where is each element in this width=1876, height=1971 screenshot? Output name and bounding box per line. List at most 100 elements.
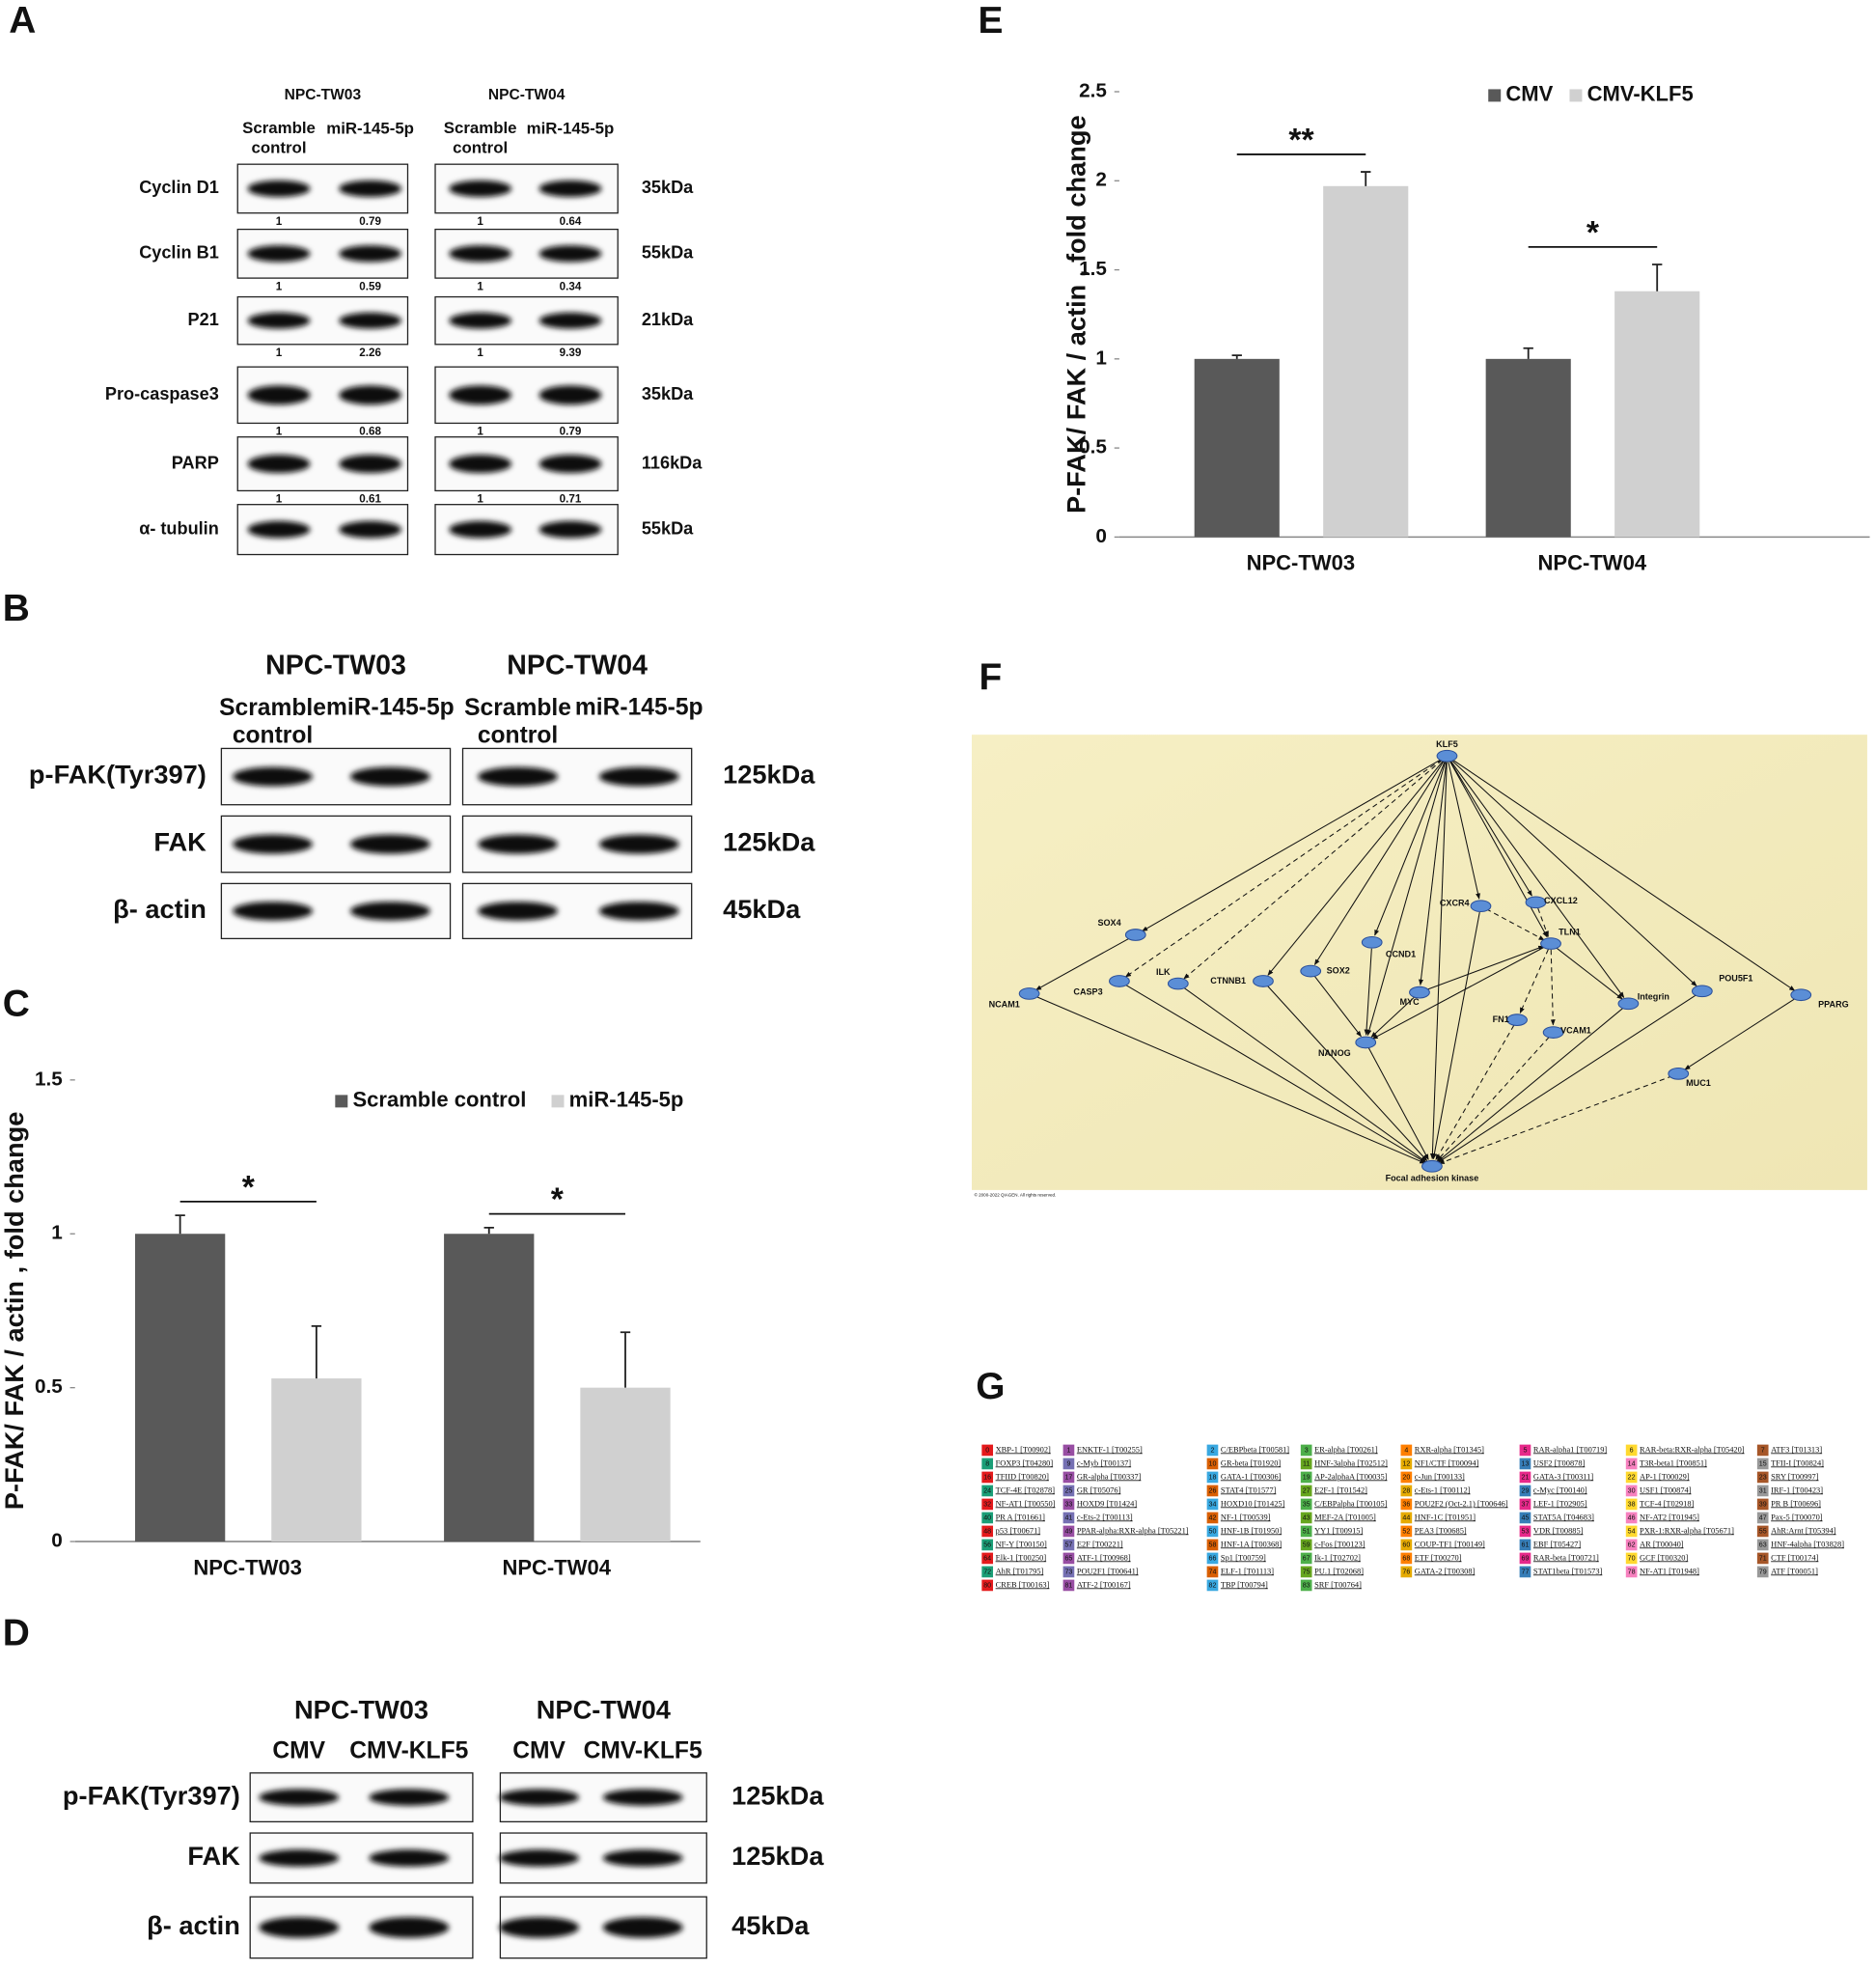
entry-swatch: [1062, 1566, 1075, 1578]
entry-name: HNF-3alpha [T02512]: [1314, 1457, 1388, 1467]
y-tick-label: 0.5: [35, 1375, 63, 1398]
entry-name: NF-Y [T00150]: [996, 1539, 1047, 1548]
entry-name: NF-AT1 [T01948]: [1640, 1566, 1699, 1575]
entry-number: 11: [1303, 1459, 1310, 1467]
node-label: CXCL12: [1544, 896, 1578, 905]
error-bar: [1361, 171, 1371, 186]
entry-number: 71: [1759, 1554, 1767, 1562]
entry-name: Sp1 [T00759]: [1221, 1552, 1266, 1562]
blot-band: [538, 180, 602, 198]
network-edge: [1141, 758, 1443, 932]
entry-number: 83: [1303, 1581, 1310, 1589]
entry-number: 56: [983, 1541, 991, 1548]
band-quant: 1: [276, 347, 283, 359]
node-label: Focal adhesion kinase: [1386, 1174, 1479, 1183]
entry-swatch: [1519, 1471, 1531, 1484]
network-edge: [1035, 995, 1426, 1164]
entry-number: 55: [1759, 1527, 1767, 1535]
y-tick-label: 1.5: [35, 1068, 63, 1090]
network-node: [1436, 749, 1458, 763]
entry-number: 20: [1402, 1473, 1410, 1481]
entry-number: 59: [1303, 1541, 1310, 1548]
entry-number: 42: [1209, 1513, 1217, 1521]
network-edge: [1370, 996, 1416, 1039]
entry-swatch: [1625, 1552, 1638, 1565]
entry-name: STAT1beta [T01573]: [1533, 1566, 1603, 1575]
entry-number: 30: [1628, 1486, 1636, 1494]
entry-number: 63: [1759, 1541, 1767, 1548]
band-size: 55kDa: [642, 243, 694, 263]
entry-name: RXR-alpha [T01345]: [1415, 1444, 1484, 1454]
entry-number: 65: [1064, 1554, 1072, 1562]
node-label: MYC: [1400, 997, 1421, 1007]
entry-swatch: [981, 1444, 994, 1457]
node-label: FN1: [1493, 1014, 1509, 1024]
band-quant: 0.59: [359, 280, 381, 292]
network-edge: [1485, 908, 1545, 941]
entry-name: ER-alpha [T00261]: [1314, 1444, 1378, 1454]
network-edge: [1450, 760, 1697, 986]
network-edge: [1437, 993, 1697, 1163]
network-node: [1253, 975, 1274, 987]
band-quant: 1: [276, 280, 283, 292]
band-quant: 1: [477, 347, 483, 359]
entry-swatch: [1300, 1512, 1312, 1524]
legend-label: miR-145-5p: [569, 1088, 684, 1112]
network-edge: [1124, 759, 1443, 978]
network-node: [1300, 964, 1322, 978]
entry-name: USF1 [T00874]: [1640, 1485, 1692, 1494]
entry-number: 14: [1628, 1459, 1636, 1467]
error-bar: [1231, 354, 1242, 359]
band-size: 55kDa: [642, 518, 694, 538]
y-tick-label: 2.5: [1079, 79, 1107, 101]
entry-swatch: [1300, 1471, 1312, 1484]
node-label: Integrin: [1638, 992, 1669, 1002]
entry-number: 60: [1402, 1541, 1410, 1548]
blot-header: NPC-TW03: [265, 651, 406, 681]
legend-swatch: [551, 1095, 565, 1108]
entry-number: 29: [1522, 1486, 1530, 1494]
band-size: 125kDa: [731, 1841, 824, 1871]
network-edge: [1364, 948, 1372, 1036]
y-tick-label: 1.5: [1079, 258, 1107, 280]
entry-name: ATF [T00051]: [1771, 1566, 1818, 1575]
entry-swatch: [1756, 1485, 1769, 1497]
entry-swatch: [1519, 1485, 1531, 1497]
entry-number: 21: [1522, 1473, 1530, 1481]
entry-swatch: [1062, 1512, 1075, 1524]
blot-band: [499, 1917, 580, 1938]
blot-band: [259, 1789, 340, 1806]
network-edge: [1371, 946, 1546, 1040]
band-size: 125kDa: [723, 760, 815, 790]
y-tick-label: 0.5: [1079, 436, 1107, 458]
node-label: NCAM1: [989, 999, 1020, 1009]
blot-band: [247, 385, 311, 405]
entry-swatch: [1756, 1512, 1769, 1524]
lane-label: miR-145-5p: [575, 694, 704, 720]
entry-swatch: [1300, 1485, 1312, 1497]
entry-number: 19: [1303, 1473, 1310, 1481]
entry-swatch: [1062, 1525, 1075, 1538]
band-quant: 1: [477, 280, 483, 292]
entry-name: RAR-beta [T00721]: [1533, 1552, 1599, 1562]
entry-swatch: [1625, 1485, 1638, 1497]
blot-band: [339, 180, 402, 198]
network-node: [1617, 997, 1640, 1011]
y-tick-label: 2: [1095, 169, 1107, 191]
entry-name: GATA-3 [T00311]: [1533, 1471, 1593, 1481]
blot-header: NPC-TW03: [294, 1695, 428, 1725]
network-node: [1790, 988, 1812, 1002]
bar: [1614, 291, 1700, 538]
copyright: © 2000-2022 QIAGEN. All rights reserved.: [975, 1191, 1057, 1197]
entry-swatch: [1400, 1444, 1413, 1457]
entry-number: 79: [1759, 1568, 1767, 1575]
entry-name: GATA-2 [T00308]: [1415, 1566, 1476, 1575]
entry-number: 13: [1522, 1459, 1530, 1467]
entry-swatch: [1206, 1471, 1219, 1484]
lane-label: Scramble control: [464, 694, 571, 748]
entry-name: LEF-1 [T02905]: [1533, 1498, 1587, 1508]
network-edge: [1366, 762, 1447, 1037]
entry-swatch: [1756, 1471, 1769, 1484]
